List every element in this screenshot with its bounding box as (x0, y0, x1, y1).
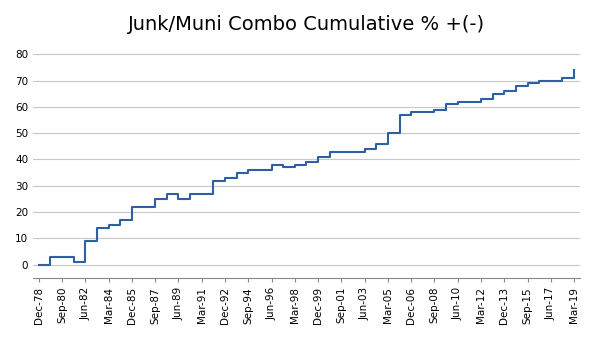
Title: Junk/Muni Combo Cumulative % +(-): Junk/Muni Combo Cumulative % +(-) (128, 15, 485, 34)
